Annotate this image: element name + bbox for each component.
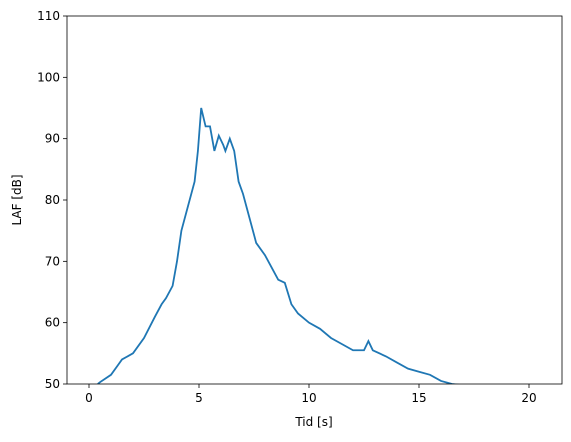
x-tick-label: 15: [411, 391, 426, 405]
data-line: [97, 107, 461, 384]
x-tick-label: 10: [301, 391, 316, 405]
y-tick-label: 80: [45, 193, 60, 207]
y-tick-label: 50: [45, 377, 60, 391]
y-tick-label: 110: [37, 9, 60, 23]
x-tick-label: 20: [521, 391, 536, 405]
y-tick-label: 90: [45, 132, 60, 146]
x-tick-label: 0: [85, 391, 93, 405]
x-tick-label: 5: [195, 391, 203, 405]
axes-frame: [66, 15, 563, 385]
y-axis-label: LAF [dB]: [10, 174, 24, 225]
y-tick-label: 60: [45, 316, 60, 330]
x-axis-label: Tid [s]: [294, 415, 332, 429]
y-tick-label: 70: [45, 254, 60, 268]
y-tick-label: 100: [37, 70, 60, 84]
